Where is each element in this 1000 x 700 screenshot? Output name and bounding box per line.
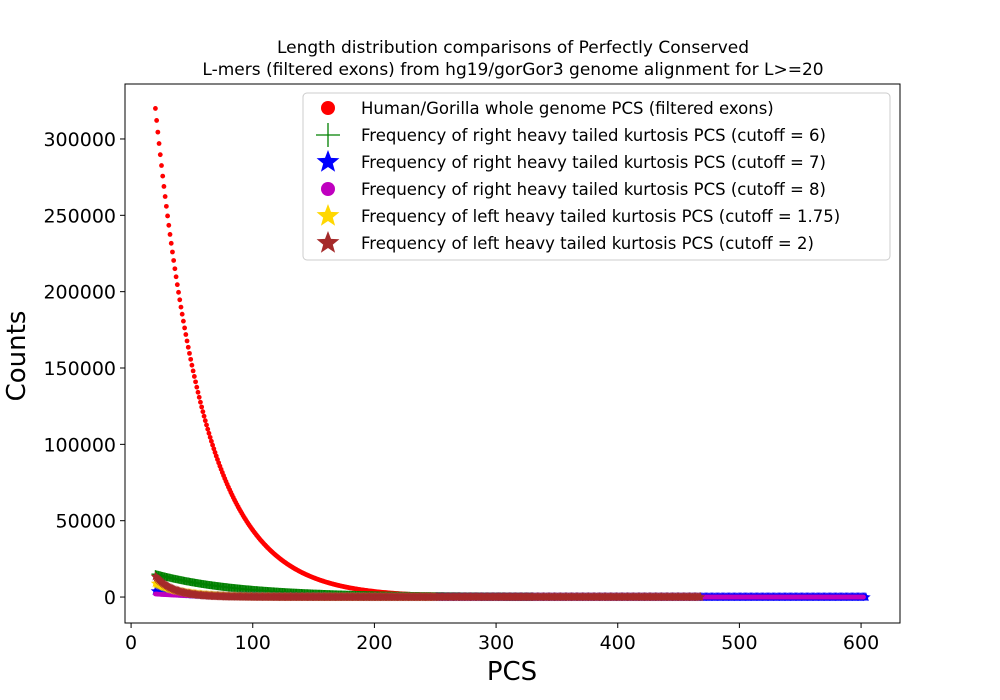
- data-point: [205, 426, 211, 432]
- y-tick-label: 200000: [43, 282, 116, 304]
- data-point: [179, 311, 185, 317]
- legend-marker: [321, 101, 335, 115]
- data-point: [157, 152, 163, 158]
- data-point: [172, 266, 178, 272]
- data-point: [155, 129, 161, 135]
- data-point: [183, 332, 189, 337]
- data-point: [153, 106, 158, 111]
- data-point: [190, 368, 196, 374]
- data-point: [159, 163, 164, 168]
- y-tick-label: 50000: [56, 511, 116, 533]
- data-point: [174, 282, 180, 288]
- data-point: [184, 338, 190, 344]
- y-tick-label: 300000: [43, 129, 116, 151]
- legend-marker: [316, 231, 340, 253]
- data-point: [167, 232, 173, 237]
- x-tick-label: 400: [600, 632, 636, 654]
- data-point: [195, 389, 201, 395]
- data-point: [170, 249, 175, 255]
- x-axis-label: PCS: [487, 657, 537, 687]
- legend-label: Frequency of left heavy tailed kurtosis …: [361, 234, 814, 253]
- data-point: [177, 297, 183, 303]
- y-tick-label: 150000: [43, 358, 116, 380]
- data-point: [208, 438, 214, 444]
- data-point: [178, 304, 184, 310]
- data-point: [185, 344, 191, 350]
- data-point: [161, 184, 167, 189]
- y-tick-label: 100000: [43, 434, 116, 456]
- legend-marker: [321, 182, 335, 196]
- data-point: [168, 240, 174, 246]
- data-point: [165, 213, 170, 219]
- x-tick-label: 300: [478, 632, 514, 654]
- legend-label: Human/Gorilla whole genome PCS (filtered…: [361, 99, 774, 118]
- data-point: [193, 379, 198, 385]
- plot-frame: [124, 83, 901, 624]
- legend-label: Frequency of right heavy tailed kurtosis…: [361, 180, 826, 199]
- data-point: [198, 399, 203, 405]
- data-point: [211, 446, 217, 452]
- y-axis-label: Counts: [2, 311, 32, 402]
- chart-title: Length distribution comparisons of Perfe…: [277, 38, 749, 58]
- x-tick-label: 600: [843, 632, 879, 654]
- data-point: [176, 289, 181, 295]
- data-point: [196, 394, 202, 400]
- data-point: [182, 325, 188, 331]
- x-axis: 0 100 200 300 400 500 600: [125, 623, 879, 654]
- legend-box: [302, 92, 891, 261]
- data-point: [199, 404, 205, 410]
- chart-subtitle: L-mers (filtered exons) from hg19/gorGor…: [202, 60, 823, 80]
- data-point: [189, 362, 195, 368]
- legend-label: Frequency of right heavy tailed kurtosis…: [361, 153, 826, 172]
- legend-label: Frequency of left heavy tailed kurtosis …: [361, 207, 840, 226]
- data-point: [206, 430, 212, 436]
- data-point: [156, 141, 162, 146]
- x-tick-label: 200: [356, 632, 392, 654]
- series-6: [150, 571, 706, 602]
- data-point: [154, 118, 160, 123]
- legend: Human/Gorilla whole genome PCS (filtered…: [302, 92, 891, 261]
- data-point: [202, 418, 208, 424]
- data-point: [861, 592, 871, 602]
- data-point: [188, 356, 194, 362]
- data-point: [180, 318, 186, 324]
- data-point: [162, 194, 168, 199]
- data-point: [163, 203, 169, 209]
- data-point: [173, 274, 179, 280]
- y-axis: 0 50000 100000 150000 200000 250000 300000: [43, 129, 125, 609]
- data-point: [204, 422, 209, 428]
- legend-label: Frequency of right heavy tailed kurtosis…: [361, 126, 826, 145]
- data-point: [207, 434, 213, 440]
- x-tick-label: 0: [125, 632, 137, 654]
- data-point: [166, 222, 172, 228]
- y-tick-label: 0: [104, 587, 116, 609]
- plot-data: [150, 106, 871, 602]
- data-point: [695, 592, 706, 602]
- legend-marker: [316, 123, 340, 147]
- data-point: [194, 384, 200, 390]
- data-point: [861, 594, 866, 600]
- x-tick-label: 100: [235, 632, 271, 654]
- data-point: [210, 442, 215, 448]
- legend-marker: [316, 204, 340, 226]
- data-point: [201, 413, 207, 419]
- data-point: [171, 258, 177, 263]
- y-tick-label: 250000: [43, 205, 116, 227]
- data-point: [191, 374, 197, 379]
- x-tick-label: 500: [721, 632, 757, 654]
- data-point: [200, 409, 206, 415]
- data-point: [187, 350, 192, 356]
- data-point: [160, 173, 166, 179]
- legend-marker: [316, 150, 340, 172]
